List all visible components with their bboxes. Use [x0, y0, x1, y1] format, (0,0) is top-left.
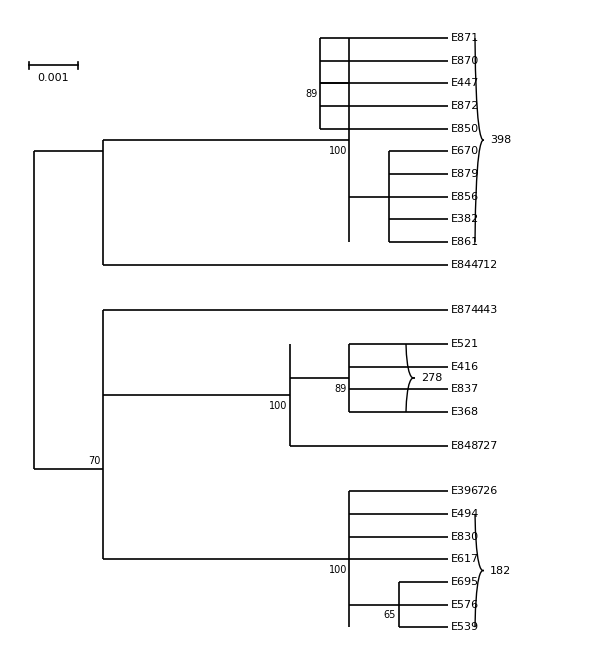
Text: E879: E879 [451, 169, 479, 179]
Text: E670: E670 [451, 146, 479, 156]
Text: E830: E830 [451, 532, 479, 542]
Text: E844: E844 [451, 260, 479, 269]
Text: E856: E856 [451, 192, 479, 201]
Text: E695: E695 [451, 577, 479, 587]
Text: 65: 65 [384, 610, 396, 620]
Text: E617: E617 [451, 554, 479, 564]
Text: 278: 278 [421, 373, 442, 383]
Text: E396: E396 [451, 486, 479, 496]
Text: 100: 100 [328, 565, 347, 575]
Text: 70: 70 [88, 456, 100, 466]
Text: E447: E447 [451, 78, 479, 88]
Text: E874: E874 [451, 305, 479, 315]
Text: E368: E368 [451, 407, 479, 417]
Text: E861: E861 [451, 237, 479, 247]
Text: E539: E539 [451, 622, 479, 632]
Text: E837: E837 [451, 385, 479, 394]
Text: 100: 100 [269, 401, 287, 411]
Text: 89: 89 [335, 384, 347, 394]
Text: E848: E848 [451, 441, 479, 451]
Text: E382: E382 [451, 215, 479, 224]
Text: 443: 443 [476, 305, 498, 315]
Text: E521: E521 [451, 339, 479, 349]
Text: 712: 712 [476, 260, 498, 269]
Text: E416: E416 [451, 362, 479, 371]
Text: E850: E850 [451, 124, 479, 134]
Text: E870: E870 [451, 56, 479, 66]
Text: 89: 89 [305, 89, 317, 99]
Text: E494: E494 [451, 509, 479, 519]
Text: 727: 727 [476, 441, 498, 451]
Text: 726: 726 [476, 486, 498, 496]
Text: 182: 182 [490, 566, 511, 576]
Text: 100: 100 [328, 146, 347, 156]
Text: E576: E576 [451, 600, 479, 610]
Text: 398: 398 [490, 135, 511, 145]
Text: E871: E871 [451, 33, 479, 43]
Text: 0.001: 0.001 [38, 73, 69, 83]
Text: E872: E872 [451, 101, 479, 111]
